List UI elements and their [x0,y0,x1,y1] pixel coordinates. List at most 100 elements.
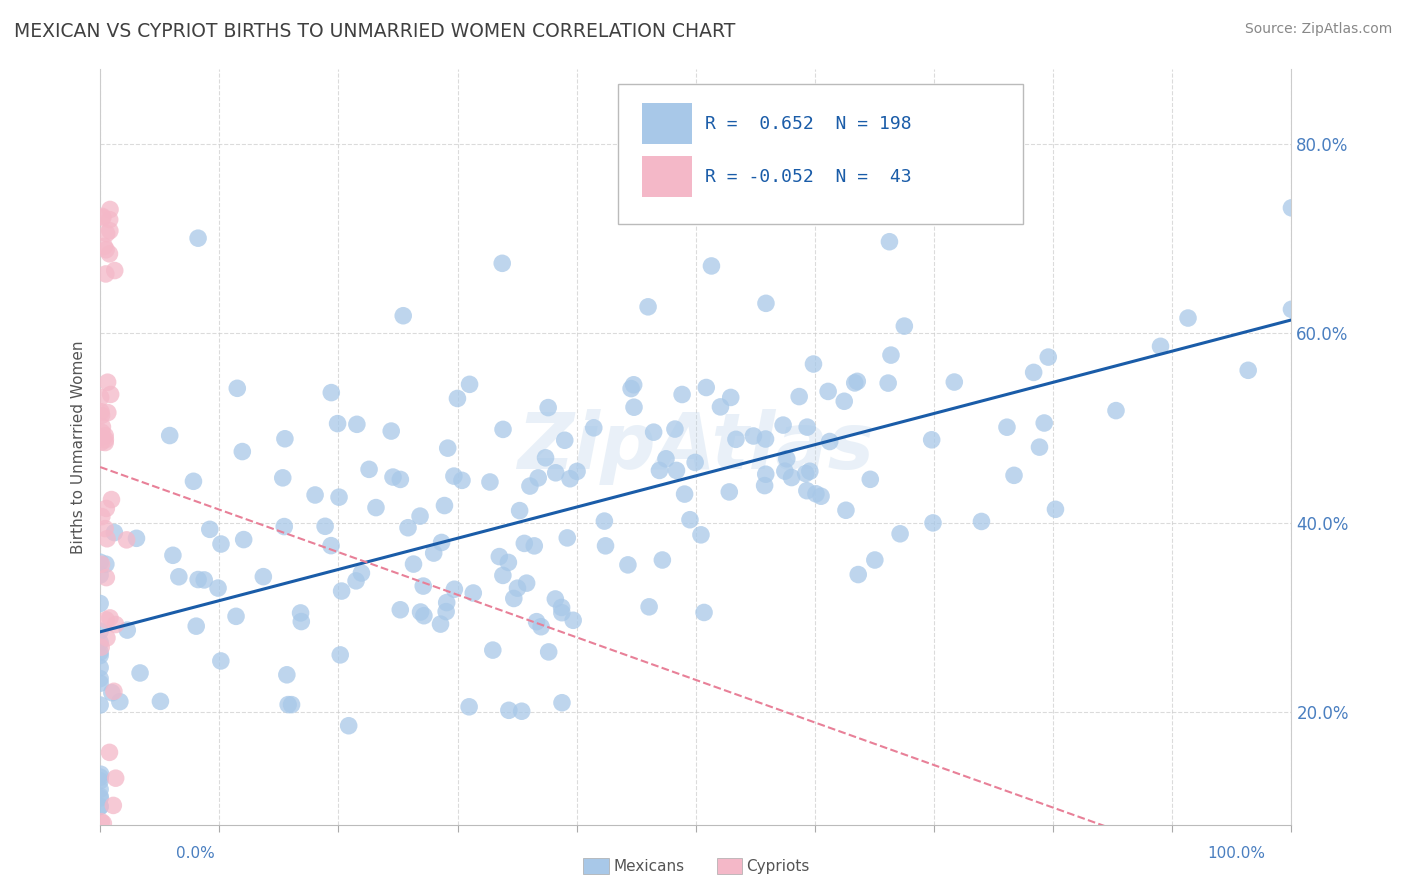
Y-axis label: Births to Unmarried Women: Births to Unmarried Women [72,340,86,554]
Point [683,455,706,469]
Point [89,773,111,788]
Point [89,789,111,804]
Point [638,599,661,614]
Point [380,424,402,438]
Point [89,791,111,805]
Point [818,434,841,449]
Point [89,799,111,814]
Point [91,420,114,434]
Point [502,591,524,606]
Point [859,472,882,486]
Point [96,532,118,546]
Bar [643,103,692,145]
Point [693,606,716,620]
Point [446,392,468,406]
Point [754,432,776,446]
Point [94,558,117,572]
Point [995,420,1018,434]
Point [478,475,501,489]
Point [108,695,131,709]
Point [117,623,139,637]
Point [330,584,353,599]
Point [796,420,818,434]
Point [458,377,481,392]
Point [1105,403,1128,417]
Point [742,429,765,443]
Point [433,499,456,513]
Point [458,699,481,714]
Point [506,581,529,595]
Point [780,470,803,484]
Point [430,535,453,549]
Point [290,606,312,620]
Point [463,586,485,600]
Point [409,605,432,619]
Point [509,503,531,517]
Point [544,466,567,480]
Point [98,202,121,217]
Point [799,464,821,478]
Point [434,605,457,619]
Point [276,668,298,682]
Point [817,384,839,399]
Point [1033,416,1056,430]
Point [617,558,640,572]
Point [337,719,360,733]
Point [346,417,368,432]
Point [422,546,444,560]
Point [443,469,465,483]
Point [488,549,510,564]
Point [350,566,373,580]
Point [319,539,342,553]
Point [90,435,112,450]
Point [98,212,121,227]
Point [277,698,299,712]
Point [755,296,778,310]
Point [159,428,181,442]
Point [413,608,436,623]
Point [273,519,295,533]
FancyBboxPatch shape [619,84,1024,224]
Point [207,581,229,595]
Point [1281,201,1303,215]
Point [492,422,515,436]
Point [89,770,111,784]
Point [776,451,799,466]
Point [98,745,121,759]
Point [225,609,247,624]
Point [534,450,557,465]
Point [274,432,297,446]
Text: Source: ZipAtlas.com: Source: ZipAtlas.com [1244,22,1392,37]
Point [498,703,520,717]
Point [623,377,645,392]
Point [695,380,717,394]
Point [326,417,349,431]
Point [491,256,513,270]
Point [91,425,114,440]
Point [1237,363,1260,377]
Point [544,591,567,606]
Point [772,418,794,433]
Point [555,531,578,545]
Point [643,425,665,439]
Point [209,537,232,551]
Point [832,394,855,409]
Point [98,247,121,261]
Point [89,597,111,611]
Point [90,391,112,405]
Point [664,422,686,436]
Point [89,672,111,686]
Point [436,441,458,455]
Text: R =  0.652  N = 198: R = 0.652 N = 198 [706,115,912,133]
Point [844,376,866,390]
Point [115,533,138,547]
Point [718,484,741,499]
Point [90,814,112,829]
Point [796,483,818,498]
Point [389,603,412,617]
Point [96,613,118,627]
Point [392,309,415,323]
Point [89,648,111,663]
Point [443,582,465,597]
Point [198,522,221,536]
